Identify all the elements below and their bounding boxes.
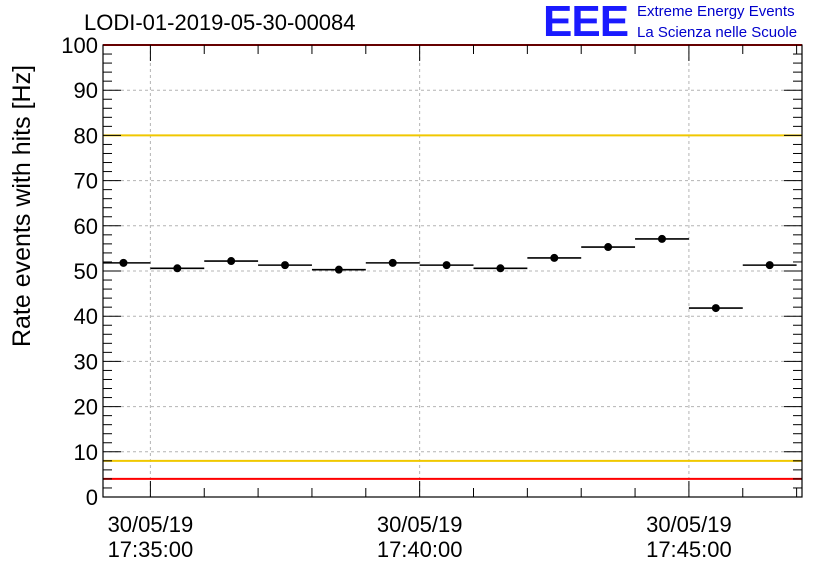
data-point [173, 264, 182, 273]
data-point [765, 261, 774, 270]
data-point [604, 243, 613, 252]
y-tick-label: 100 [61, 33, 98, 58]
data-point [227, 257, 236, 266]
y-tick-label: 50 [74, 259, 98, 284]
chart-title: LODI-01-2019-05-30-00084 [84, 10, 356, 35]
eee-logo: EEE [543, 0, 629, 46]
data-point [281, 261, 290, 270]
data-point [119, 258, 128, 267]
grid-layer [103, 45, 802, 497]
logo-subtitle-2: La Scienza nelle Scuole [637, 24, 798, 41]
data-point [442, 261, 451, 270]
data-point [388, 258, 397, 267]
data-point [496, 264, 505, 273]
y-tick-label: 40 [74, 304, 98, 329]
x-tick-time: 17:45:00 [646, 537, 732, 562]
y-tick-label: 90 [74, 78, 98, 103]
y-tick-label: 30 [74, 349, 98, 374]
x-tick-date: 30/05/19 [377, 512, 463, 537]
reference-lines [103, 44, 802, 480]
axis-labels: 010203040506070809010030/05/1917:35:0030… [61, 33, 731, 562]
x-tick-time: 17:40:00 [377, 537, 463, 562]
y-tick-label: 20 [74, 395, 98, 420]
data-point [550, 253, 559, 262]
y-tick-label: 0 [86, 485, 98, 510]
y-tick-label: 70 [74, 169, 98, 194]
x-tick-time: 17:35:00 [108, 537, 194, 562]
axis-ticks [103, 44, 802, 498]
logo-subtitle-1: Extreme Energy Events [637, 3, 795, 20]
data-point [334, 265, 343, 274]
y-tick-label: 10 [74, 440, 98, 465]
y-axis-label: Rate events with hits [Hz] [8, 65, 36, 347]
data-series [103, 234, 797, 313]
y-tick-label: 60 [74, 214, 98, 239]
data-point [711, 304, 720, 313]
x-tick-date: 30/05/19 [646, 512, 732, 537]
x-tick-date: 30/05/19 [108, 512, 194, 537]
y-tick-label: 80 [74, 123, 98, 148]
data-point [657, 234, 666, 243]
